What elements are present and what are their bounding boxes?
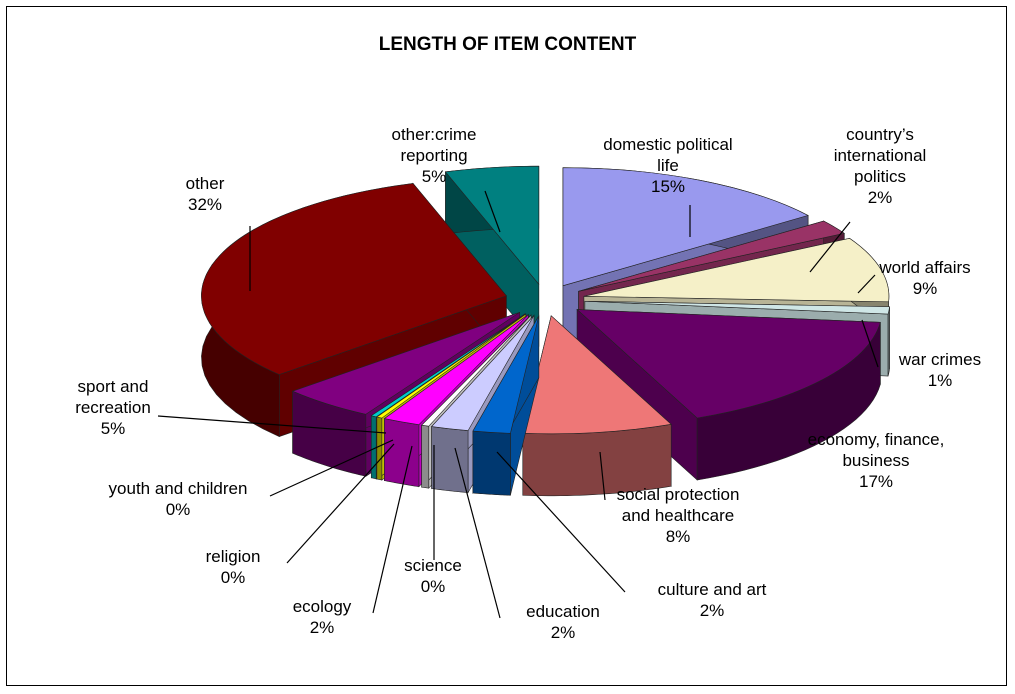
slice-label: social protection and healthcare 8% bbox=[617, 485, 740, 546]
slice-label: sport and recreation 5% bbox=[75, 377, 151, 438]
slice-label: science 0% bbox=[404, 556, 462, 596]
leader-line bbox=[157, 415, 387, 434]
pie-slice bbox=[472, 314, 540, 496]
slice-label: other 32% bbox=[186, 174, 225, 214]
slice-label: economy, finance, business 17% bbox=[808, 430, 945, 491]
leader-line bbox=[496, 451, 626, 593]
slice-label: country’s international politics 2% bbox=[834, 125, 927, 207]
slice-label: domestic political life 15% bbox=[603, 135, 732, 196]
pie-slice bbox=[444, 165, 540, 348]
slice-label: war crimes 1% bbox=[898, 350, 981, 390]
slice-label: other:crime reporting 5% bbox=[391, 125, 476, 186]
slice-label: ecology 2% bbox=[293, 597, 352, 637]
slice-label: religion 0% bbox=[206, 547, 261, 587]
slice-label: youth and children 0% bbox=[109, 479, 248, 519]
chart-title: LENGTH OF ITEM CONTENT bbox=[378, 34, 637, 55]
leader-line bbox=[599, 451, 606, 501]
pie-slice bbox=[522, 315, 672, 497]
slice-label: education 2% bbox=[526, 602, 600, 642]
leader-line bbox=[286, 443, 395, 564]
leader-line bbox=[454, 447, 501, 619]
leader-line bbox=[269, 439, 394, 497]
slice-label: culture and art 2% bbox=[658, 580, 767, 620]
slice-label: world affairs 9% bbox=[878, 258, 970, 298]
leader-line bbox=[809, 221, 851, 273]
leader-line bbox=[372, 445, 413, 614]
leader-line bbox=[484, 190, 501, 233]
leader-line bbox=[857, 274, 876, 294]
leader-line bbox=[861, 319, 879, 368]
